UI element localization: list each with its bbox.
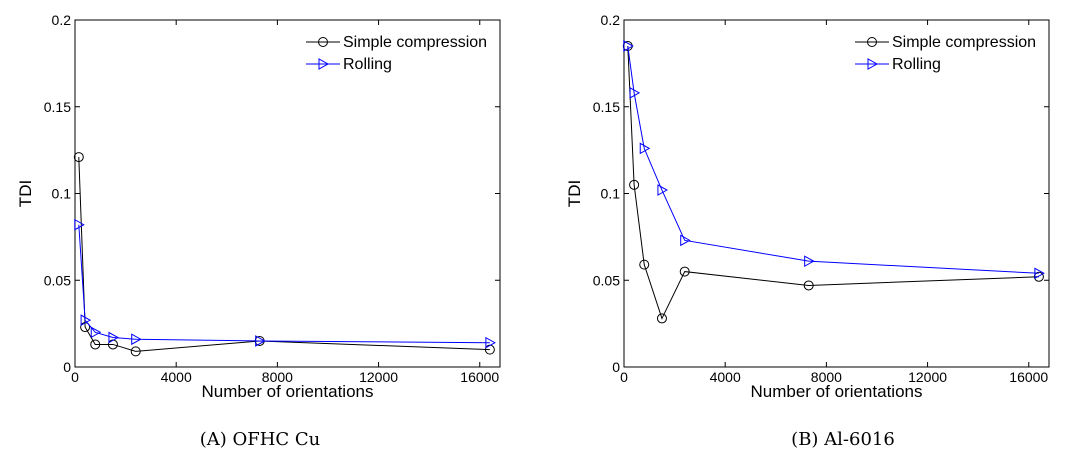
legend-marker <box>867 37 877 47</box>
y-tick-label: 0.2 <box>52 12 72 28</box>
figure-caption: (B) Al-6016 <box>791 429 895 450</box>
series-line <box>627 46 1039 320</box>
legend: Simple compression Rolling <box>855 34 1036 73</box>
data-point <box>803 280 814 291</box>
data-point <box>1034 267 1045 280</box>
x-tick-label: 16000 <box>460 369 499 385</box>
data-point <box>255 335 266 347</box>
y-axis-label: TDI <box>565 180 584 207</box>
chart-panel-2: 0 4000 8000 12000 16000 0 0.05 0.1 0.15 0.2 Number… <box>565 12 1050 450</box>
x-tick-label: 4000 <box>710 369 741 385</box>
data-point <box>639 142 651 155</box>
figure-caption: (A) OFHC Cu <box>200 429 321 450</box>
data-point <box>679 266 690 277</box>
data-point <box>629 87 641 99</box>
data-point <box>680 234 691 247</box>
legend-label: Simple compression <box>892 34 1036 51</box>
data-point <box>108 331 119 344</box>
series-line <box>627 45 1039 274</box>
series-rolling <box>623 40 1045 280</box>
data-point <box>485 336 496 349</box>
data-point <box>130 346 141 357</box>
series-rolling <box>74 218 496 349</box>
x-tick-label: 12000 <box>908 369 947 385</box>
legend-marker <box>318 58 330 70</box>
legend-label: Rolling <box>343 56 392 73</box>
y-tick-label: 0 <box>612 359 620 375</box>
series-simple-compression <box>622 41 1044 324</box>
data-point <box>629 179 640 190</box>
legend-label: Rolling <box>892 56 941 73</box>
data-point <box>90 326 102 339</box>
legend-marker <box>867 58 879 70</box>
data-point <box>90 339 101 350</box>
x-tick-label: 8000 <box>262 369 293 385</box>
series-line <box>78 224 490 344</box>
data-point <box>657 184 668 196</box>
x-tick-label: 8000 <box>811 369 842 385</box>
y-tick-label: 0.1 <box>601 186 621 202</box>
legend: Simple compression Rolling <box>306 34 487 73</box>
x-tick-label: 4000 <box>161 369 192 385</box>
plot-area-frame <box>74 19 501 368</box>
data-point <box>74 218 85 231</box>
y-tick-label: 0.15 <box>44 99 71 115</box>
data-point <box>131 333 142 346</box>
x-axis-label: Number of orientations <box>751 382 923 401</box>
legend-label: Simple compression <box>343 34 487 51</box>
data-point <box>656 313 667 324</box>
chart-panel-1: 0 4000 8000 12000 16000 0 0.05 0.1 0.15 0.2 Number… <box>16 12 501 450</box>
plot-area-frame <box>623 19 1050 368</box>
data-point <box>623 40 634 52</box>
x-tick-label: 0 <box>71 369 79 385</box>
y-tick-label: 0.15 <box>593 99 620 115</box>
x-tick-label: 0 <box>620 369 628 385</box>
y-tick-label: 0.05 <box>44 272 71 288</box>
data-point <box>804 255 815 268</box>
x-tick-label: 12000 <box>359 369 398 385</box>
data-point <box>80 314 92 327</box>
data-point <box>639 259 650 270</box>
series-simple-compression <box>73 152 495 357</box>
y-tick-label: 0.1 <box>52 186 72 202</box>
legend-marker <box>318 37 328 47</box>
x-axis-label: Number of orientations <box>202 382 374 401</box>
y-tick-label: 0.05 <box>593 272 620 288</box>
x-tick-label: 16000 <box>1009 369 1048 385</box>
y-tick-label: 0.2 <box>601 12 621 28</box>
series-line <box>78 157 490 352</box>
data-point <box>73 152 84 163</box>
y-axis-label: TDI <box>16 180 35 207</box>
y-tick-label: 0 <box>63 359 71 375</box>
